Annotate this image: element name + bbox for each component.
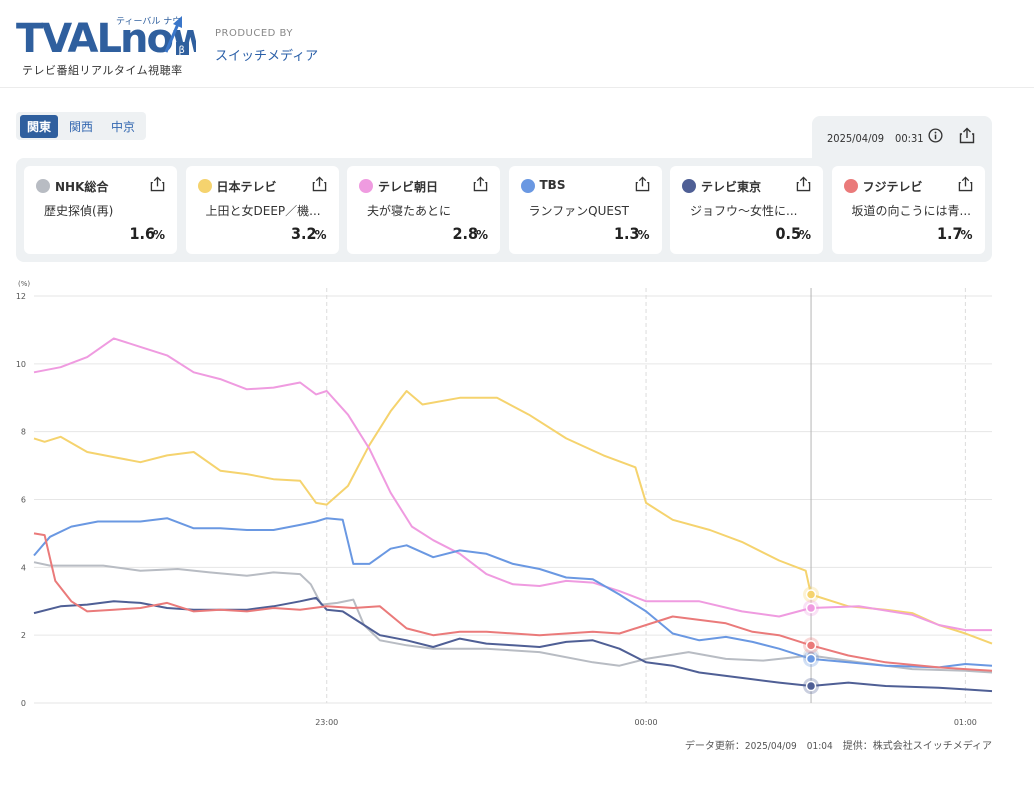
cursor-marker: [805, 602, 817, 614]
channel-card-tvtokyo[interactable]: テレビ東京ジョフウ～女性に... 0.5%: [670, 166, 823, 254]
program-title: ジョフウ～女性に...: [690, 204, 798, 218]
share-upload-icon[interactable]: [150, 176, 165, 192]
x-tick-label: 01:00: [954, 718, 977, 727]
channel-color-dot: [843, 179, 858, 193]
cursor-marker: [805, 640, 817, 651]
program-title: 坂道の向こうには青...: [851, 204, 971, 218]
channel-name: NHK総合: [55, 180, 109, 194]
rating-value: 1.6: [129, 224, 156, 243]
channel-name: テレビ朝日: [378, 180, 439, 194]
series-line-4[interactable]: [33, 596, 993, 693]
rating-unit: %: [152, 228, 165, 242]
y-tick-label: 0: [21, 699, 26, 708]
y-axis-label: (%): [18, 280, 30, 288]
tab-kanto[interactable]: 関東: [20, 114, 59, 138]
y-tick-label: 12: [16, 292, 26, 301]
channel-card-nhk[interactable]: NHK総合歴史探偵(再) 1.6%: [24, 166, 177, 254]
share-upload-icon[interactable]: [473, 176, 488, 192]
tagline: テレビ番組リアルタイム視聴率: [22, 64, 183, 77]
rating-value: 1.3: [614, 224, 640, 243]
y-tick-label: 6: [21, 496, 26, 505]
cursor-timestamp: 2025/04/09 00:31: [827, 132, 924, 145]
rating-unit: %: [637, 228, 650, 242]
share-upload-icon[interactable]: [312, 176, 327, 192]
rating-value: 2.8: [452, 224, 479, 243]
logo-kana: ティーバル ナウ: [116, 16, 181, 27]
tab-kansai[interactable]: 関西: [69, 119, 94, 134]
channel-name: テレビ東京: [701, 180, 762, 194]
channel-panel: [16, 158, 992, 262]
cursor-marker: [805, 589, 817, 600]
data-update-note: データ更新：2025/04/09 01:04 提供：株式会社スイッチメディア: [684, 741, 992, 752]
channel-name: TBS: [539, 178, 566, 192]
rating-unit: %: [314, 228, 327, 242]
y-tick-label: 10: [16, 360, 26, 369]
rating-unit: %: [798, 228, 811, 242]
rating-value: 0.5: [775, 224, 802, 243]
program-title: 上田と女DEEP／機...: [205, 204, 321, 218]
y-tick-label: 4: [21, 563, 26, 572]
channel-name: 日本テレビ: [216, 180, 277, 194]
logo-text: TVALnow: [16, 16, 196, 62]
program-title: ランファンQUEST: [528, 204, 629, 218]
rating-unit: %: [475, 228, 488, 242]
channel-color-dot: [682, 179, 696, 193]
program-title: 夫が寝たあとに: [367, 204, 452, 218]
share-upload-icon[interactable]: [796, 176, 811, 192]
site-header: TVALnow ティーバル ナウ β テレビ番組リアルタイム視聴率 PRODUC…: [0, 0, 1034, 88]
channel-color-dot: [520, 179, 535, 193]
cursor-marker: [805, 680, 817, 692]
rating-value: 1.7: [937, 224, 963, 243]
tvalnow-logo[interactable]: TVALnow ティーバル ナウ β: [16, 12, 196, 62]
program-title: 歴史探偵(再): [44, 204, 114, 218]
cursor-marker: [805, 653, 817, 665]
x-tick-label: 23:00: [315, 718, 338, 727]
y-tick-label: 8: [21, 428, 26, 437]
produced-by-label: PRODUCED BY: [215, 28, 293, 39]
channel-color-dot: [36, 179, 50, 193]
produced-by-link[interactable]: スイッチメディア: [215, 49, 319, 64]
channel-card-tbs[interactable]: TBS ランファンQUEST 1.3%: [508, 166, 662, 254]
x-tick-label: 00:00: [635, 718, 658, 727]
info-circle-icon[interactable]: [928, 128, 943, 143]
channel-card-ntv[interactable]: 日本テレビ上田と女DEEP／機... 3.2%: [185, 166, 339, 254]
series-line-5[interactable]: [33, 532, 993, 672]
channel-color-dot: [359, 179, 373, 193]
series-line-2[interactable]: [33, 337, 992, 632]
channel-card-fuji[interactable]: フジテレビ坂道の向こうには青... 1.7%: [831, 166, 985, 254]
timestamp-panel: [812, 116, 992, 160]
share-upload-icon[interactable]: [959, 127, 975, 144]
y-tick-label: 2: [21, 631, 26, 640]
share-upload-icon[interactable]: [958, 176, 973, 192]
channel-name: フジテレビ: [862, 180, 923, 194]
tab-chukyo[interactable]: 中京: [111, 119, 136, 134]
ratings-line-chart[interactable]: 0 2 4 6 8 10 12 (%) 23:00 00:00 01:00: [0, 270, 1034, 740]
region-tabs: 関東 関西 中京: [16, 112, 147, 140]
rating-unit: %: [960, 228, 973, 242]
logo-beta: β: [179, 45, 185, 56]
channel-color-dot: [197, 179, 212, 193]
channel-card-tvasahi[interactable]: テレビ朝日夫が寝たあとに 2.8%: [347, 166, 500, 254]
series-line-3[interactable]: [33, 517, 993, 669]
rating-value: 3.2: [291, 224, 317, 243]
share-upload-icon[interactable]: [635, 176, 650, 192]
series-line-0[interactable]: [33, 561, 993, 674]
